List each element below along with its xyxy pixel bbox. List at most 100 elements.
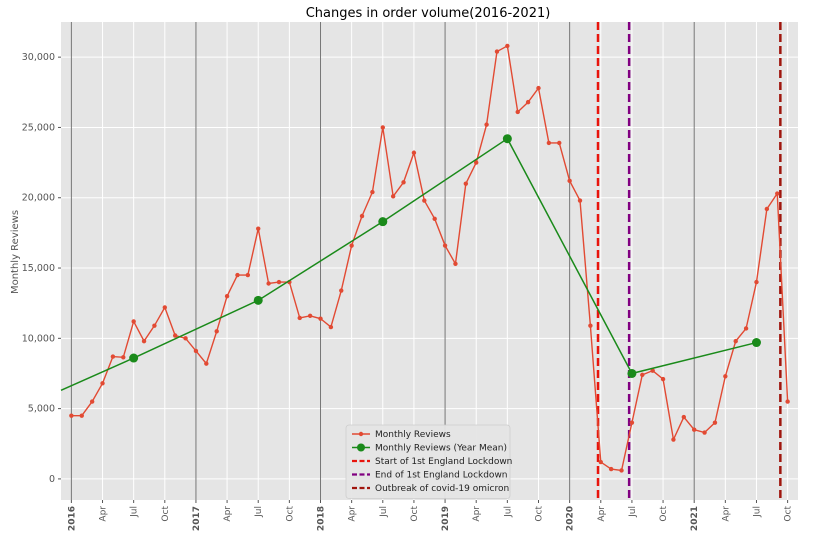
data-point-monthly bbox=[152, 323, 157, 328]
legend-label: Start of 1st England Lockdown bbox=[375, 457, 512, 467]
data-point-monthly bbox=[359, 213, 365, 219]
data-point-monthly bbox=[785, 399, 790, 404]
data-point-monthly bbox=[328, 324, 334, 330]
x-tick-label: Apr bbox=[721, 506, 731, 522]
data-point-monthly bbox=[411, 150, 417, 155]
data-point-monthly bbox=[598, 459, 603, 465]
x-axis-ticks: 2016 Apr Jul Oct 2017 Apr Jul Oct 2018 Apr Jul Oct 2… bbox=[67, 500, 794, 531]
data-point-monthly bbox=[100, 381, 105, 386]
data-point-monthly bbox=[110, 354, 116, 359]
data-point-monthly bbox=[193, 348, 199, 354]
x-tick-label: 2019 bbox=[441, 506, 451, 531]
data-point-monthly bbox=[723, 374, 728, 379]
legend-item: Outbreak of covid-19 omicron bbox=[352, 484, 509, 494]
legend-item: End of 1st England Lockdown bbox=[352, 471, 508, 481]
data-point-monthly bbox=[754, 279, 759, 285]
data-point-monthly bbox=[442, 243, 448, 248]
x-tick-label: Jul bbox=[254, 506, 264, 518]
data-point-monthly bbox=[276, 279, 282, 285]
x-tick-label: Jul bbox=[628, 506, 638, 518]
data-point-monthly bbox=[525, 99, 531, 105]
y-tick-label: 0 bbox=[49, 474, 55, 485]
legend-label: Monthly Reviews (Year Mean) bbox=[375, 444, 507, 454]
y-axis-ticks: 0 5,000 10,000 15,000 20,000 25,000 30,000 bbox=[22, 52, 61, 485]
series-line-monthly bbox=[71, 44, 789, 472]
data-point-monthly bbox=[494, 49, 500, 54]
y-tick-label: 15,000 bbox=[22, 263, 55, 274]
x-tick-label: Oct bbox=[410, 506, 420, 522]
x-tick-label: Oct bbox=[285, 506, 295, 522]
data-point-monthly bbox=[474, 160, 479, 165]
data-point-year-mean bbox=[378, 217, 388, 227]
data-point-monthly bbox=[89, 399, 95, 404]
x-tick-label: Apr bbox=[99, 506, 109, 522]
data-point-monthly bbox=[422, 198, 427, 203]
data-point-monthly bbox=[619, 468, 624, 473]
data-point-monthly bbox=[515, 109, 520, 115]
legend-label: Monthly Reviews bbox=[375, 430, 451, 440]
data-point-monthly bbox=[733, 338, 738, 344]
data-point-monthly bbox=[743, 326, 749, 331]
data-point-monthly bbox=[608, 466, 614, 472]
data-point-monthly bbox=[69, 413, 74, 418]
x-tick-label: 2021 bbox=[690, 506, 700, 531]
data-point-monthly bbox=[567, 178, 572, 184]
legend-item: Monthly Reviews (Year Mean) bbox=[352, 443, 507, 454]
data-point-year-mean bbox=[253, 295, 263, 305]
y-tick-label: 5,000 bbox=[28, 404, 55, 415]
legend-item: Start of 1st England Lockdown bbox=[352, 457, 512, 467]
data-point-monthly bbox=[505, 43, 510, 49]
x-tick-label: Apr bbox=[472, 506, 482, 522]
x-tick-label: Jul bbox=[503, 506, 513, 518]
data-point-monthly bbox=[141, 338, 147, 344]
data-point-monthly bbox=[204, 361, 209, 366]
x-tick-label: 2020 bbox=[566, 506, 576, 531]
y-tick-label: 20,000 bbox=[22, 193, 55, 204]
data-point-monthly bbox=[712, 420, 718, 425]
data-point-monthly bbox=[370, 189, 375, 195]
data-point-monthly bbox=[121, 355, 126, 360]
x-tick-label: 2018 bbox=[317, 506, 327, 531]
data-point-monthly bbox=[557, 140, 562, 146]
data-point-monthly bbox=[536, 85, 541, 91]
y-tick-label: 25,000 bbox=[22, 122, 55, 133]
data-point-year-mean bbox=[751, 338, 761, 348]
x-tick-label: Oct bbox=[161, 506, 171, 522]
y-tick-label: 30,000 bbox=[22, 52, 55, 63]
y-tick-label: 10,000 bbox=[22, 333, 55, 344]
data-point-monthly bbox=[681, 414, 687, 420]
data-point-monthly bbox=[380, 125, 385, 130]
data-point-monthly bbox=[245, 272, 251, 278]
legend-item: Monthly Reviews bbox=[352, 430, 451, 440]
data-point-year-mean bbox=[129, 353, 139, 363]
data-point-monthly bbox=[640, 372, 645, 378]
data-point-monthly bbox=[775, 191, 780, 196]
x-tick-label: Apr bbox=[348, 506, 358, 522]
data-point-monthly bbox=[463, 181, 469, 186]
data-point-year-mean bbox=[627, 368, 637, 378]
data-point-monthly bbox=[546, 140, 552, 146]
data-point-monthly bbox=[401, 180, 406, 185]
data-point-monthly bbox=[671, 437, 676, 442]
data-point-monthly bbox=[484, 122, 489, 127]
data-point-monthly bbox=[453, 261, 458, 267]
x-tick-label: Jul bbox=[130, 506, 140, 518]
data-point-monthly bbox=[318, 316, 323, 321]
x-tick-label: Jul bbox=[379, 506, 389, 518]
x-tick-label: Oct bbox=[659, 506, 669, 522]
data-point-year-mean bbox=[502, 134, 512, 144]
data-point-monthly bbox=[764, 206, 770, 212]
data-point-monthly bbox=[214, 329, 219, 334]
data-point-monthly bbox=[162, 305, 168, 310]
x-tick-label: 2016 bbox=[67, 506, 77, 531]
data-point-monthly bbox=[266, 281, 271, 286]
legend-label: End of 1st England Lockdown bbox=[375, 471, 508, 481]
data-point-monthly bbox=[702, 430, 707, 435]
data-point-monthly bbox=[235, 272, 240, 278]
x-tick-label: Oct bbox=[784, 506, 794, 522]
data-point-monthly bbox=[390, 194, 396, 199]
data-point-monthly bbox=[224, 293, 230, 299]
x-tick-label: Apr bbox=[597, 506, 607, 522]
data-point-monthly bbox=[79, 413, 84, 418]
